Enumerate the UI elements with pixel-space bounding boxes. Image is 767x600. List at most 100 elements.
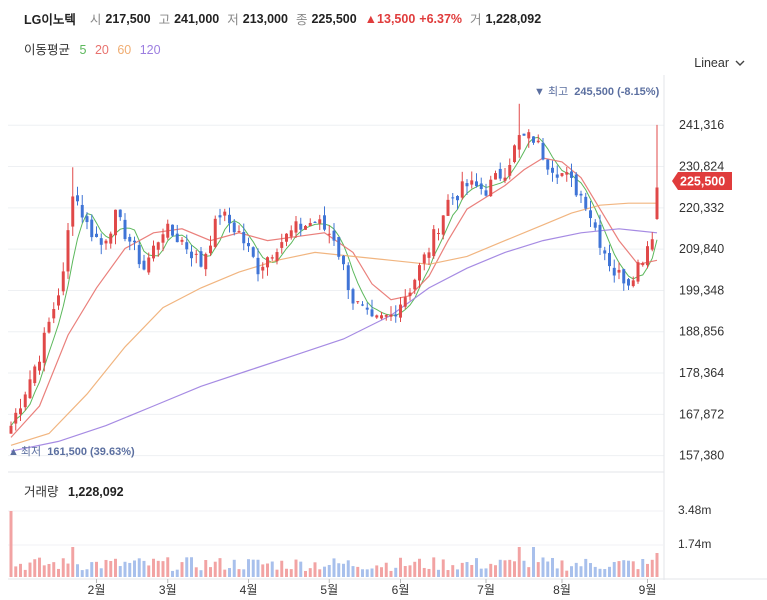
volume-bars	[9, 511, 659, 577]
candle	[185, 234, 189, 254]
candle	[190, 245, 193, 267]
candle-body	[655, 187, 659, 219]
volume-bar	[403, 566, 407, 577]
candle	[527, 129, 531, 148]
candle	[470, 171, 474, 189]
candle	[655, 124, 659, 220]
candle	[513, 144, 516, 164]
volume-bar	[346, 560, 350, 577]
candle-body	[460, 181, 464, 198]
candle-body	[532, 136, 535, 143]
candle-body	[408, 292, 412, 297]
candle	[133, 236, 136, 251]
candle-body	[180, 239, 184, 242]
x-tick-label: 8월	[553, 583, 571, 597]
candle	[432, 225, 436, 259]
x-tick-label: 4월	[240, 583, 258, 597]
volume-total: 1,228,092	[68, 485, 124, 499]
candle	[489, 175, 493, 197]
volume-bar	[446, 570, 450, 577]
candle-body	[313, 221, 317, 223]
candle-body	[61, 271, 65, 292]
candle-body	[427, 252, 431, 258]
candle	[418, 262, 421, 288]
volume-bar	[14, 566, 18, 577]
ma-5-label[interactable]: 5	[79, 43, 87, 57]
candle-body	[418, 265, 421, 281]
volume-bar	[85, 569, 89, 577]
volume-bar	[171, 570, 174, 577]
candle-body	[437, 233, 440, 235]
candle	[427, 247, 431, 266]
change-percent: +6.37%	[419, 11, 463, 26]
candle-body	[641, 263, 645, 266]
candle-body	[261, 266, 265, 271]
volume-bar	[608, 566, 611, 577]
candle	[574, 172, 578, 197]
candle	[137, 241, 141, 269]
candle	[128, 233, 132, 251]
candle	[161, 228, 165, 252]
candle	[232, 219, 236, 236]
candle	[280, 233, 284, 254]
volume-bar	[294, 559, 298, 577]
candle	[270, 254, 274, 261]
volume-bar	[61, 558, 65, 577]
ma-60-label[interactable]: 60	[117, 43, 132, 57]
volume-bar	[498, 559, 502, 577]
candle-body	[299, 223, 303, 230]
candle-body	[99, 238, 103, 245]
candle-body	[33, 366, 37, 384]
candle-body	[199, 251, 203, 267]
volume-grid	[8, 510, 664, 546]
volume-bar	[128, 562, 132, 577]
x-tick-label: 9월	[639, 583, 657, 597]
candle-body	[57, 295, 60, 306]
candle-body	[646, 246, 649, 266]
volume-bar	[38, 557, 41, 577]
x-tick-label: 5월	[320, 583, 338, 597]
candle-body	[247, 243, 250, 247]
candle-body	[584, 196, 588, 209]
time-axis: 2월 3월 4월 5월 6월 7월 8월 9월	[88, 579, 657, 597]
ma-120-label[interactable]: 120	[139, 43, 161, 57]
volume-bar	[118, 566, 122, 577]
candle-body	[80, 204, 84, 218]
candle-body	[232, 222, 236, 233]
volume-bar	[612, 562, 616, 577]
candle-body	[574, 174, 578, 196]
candle	[237, 225, 241, 233]
high-label: 고	[158, 13, 171, 27]
volume-bar	[137, 558, 141, 577]
candle	[370, 299, 374, 318]
candle-body	[137, 245, 141, 265]
grid	[8, 75, 767, 580]
candle-body	[470, 180, 474, 185]
candle-body	[356, 301, 360, 303]
volume-bar	[194, 567, 198, 577]
ma-20-label[interactable]: 20	[94, 43, 109, 57]
volume-bar	[418, 558, 421, 577]
candle	[42, 327, 46, 372]
volume-bar	[71, 547, 75, 577]
candle	[475, 173, 478, 188]
candle-body	[38, 361, 41, 371]
candle	[636, 259, 640, 284]
candle	[323, 206, 326, 232]
volume-bar	[627, 560, 630, 577]
volume-bar	[242, 569, 246, 577]
candle	[19, 398, 22, 422]
candle	[223, 208, 227, 222]
candle-body	[280, 242, 284, 248]
volume-bar	[456, 569, 459, 577]
scale-dropdown[interactable]: Linear	[694, 56, 745, 70]
annotations: ▼ 최고 245,500 (-8.15%) ▲ 최저 161,500 (39.63…	[8, 85, 732, 458]
volume-bar	[299, 561, 303, 577]
candle	[437, 228, 440, 241]
candle-body	[346, 265, 350, 291]
volume-bar	[237, 569, 241, 577]
candle	[522, 133, 526, 136]
candle-body	[375, 315, 379, 318]
candle	[451, 192, 455, 205]
